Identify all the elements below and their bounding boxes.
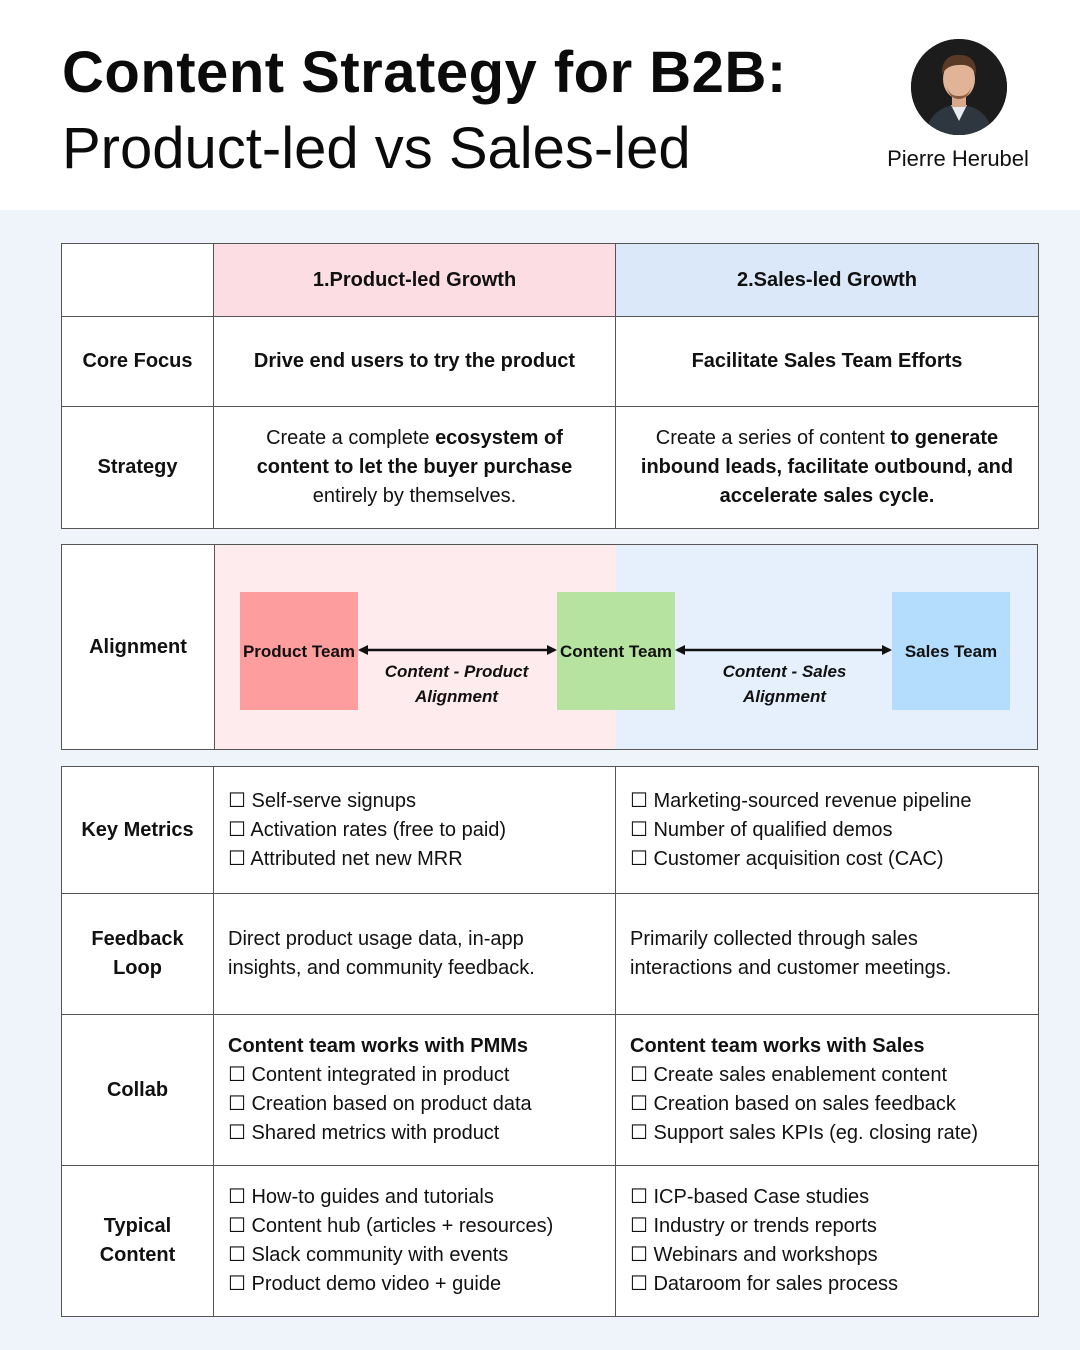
list-item: ☐ Creation based on product data: [228, 1093, 532, 1115]
author-name: Pierre Herubel: [887, 146, 1029, 171]
empty-corner-cell: [61, 243, 214, 317]
row-core-focus: Core Focus Drive end users to try the pr…: [61, 316, 1039, 407]
row-label-typical-content: Typical Content: [61, 1165, 214, 1317]
avatar: [911, 39, 1007, 135]
row-strategy: Strategy Create a complete ecosystem of …: [61, 406, 1039, 529]
content-product-alignment-label: Content - Product Alignment: [384, 662, 529, 706]
typical-content-product: ☐ How-to guides and tutorials ☐ Content …: [213, 1165, 616, 1317]
collab-product: Content team works with PMMs ☐ Content i…: [213, 1014, 616, 1166]
author-portrait-icon: [911, 39, 1007, 135]
strategy-sales-bold: to generate inbound leads, facilitate ou…: [640, 427, 1014, 507]
list-item: ☐ Marketing-sourced revenue pipeline: [630, 789, 972, 812]
list-item: ☐ Creation based on sales feedback: [630, 1093, 956, 1115]
content-sales-alignment-label: Content - Sales Alignment: [722, 662, 847, 706]
row-collab: Collab Content team works with PMMs ☐ Co…: [61, 1014, 1039, 1166]
row-label-collab: Collab: [61, 1014, 214, 1166]
list-item: ☐ Support sales KPIs (eg. closing rate): [630, 1122, 979, 1144]
strategy-product-pre: Create a complete: [266, 427, 436, 449]
alignment-section: Alignment Product Team Content Team Sale…: [61, 544, 1038, 750]
page-subtitle: Product-led vs Sales-led: [62, 116, 691, 181]
product-team-box: Product Team: [240, 592, 358, 710]
core-focus-product: Drive end users to try the product: [213, 316, 616, 407]
comparison-table-top: 1.Product-led Growth 2.Sales-led Growth …: [61, 243, 1039, 529]
row-label-core-focus: Core Focus: [61, 316, 214, 407]
list-item: ☐ Customer acquisition cost (CAC): [630, 847, 944, 870]
row-typical-content: Typical Content ☐ How-to guides and tuto…: [61, 1165, 1039, 1317]
list-item: ☐ Webinars and workshops: [630, 1244, 878, 1266]
content-team-box: Content Team: [557, 592, 675, 710]
list-item: ☐ Shared metrics with product: [228, 1122, 500, 1144]
key-metrics-label-text: Key Metrics: [81, 818, 194, 841]
strategy-product-bold: ecosystem of content to let the buyer pu…: [256, 427, 573, 478]
alignment-arrows: [358, 645, 892, 655]
list-item: ☐ Dataroom for sales process: [630, 1273, 899, 1295]
collab-product-heading: Content team works with PMMs: [228, 1035, 529, 1057]
row-label-key-metrics: Key Metrics: [61, 766, 214, 894]
list-item: ☐ Industry or trends reports: [630, 1215, 877, 1237]
page-title: Content Strategy for B2B:: [62, 40, 787, 105]
list-item: ☐ Activation rates (free to paid): [228, 818, 507, 841]
comparison-table-bottom: Key Metrics ☐ Self-serve signups ☐ Activ…: [61, 766, 1039, 1317]
sales-team-box: Sales Team: [892, 592, 1010, 710]
row-label-alignment: Alignment: [62, 545, 215, 749]
typical-content-sales: ☐ ICP-based Case studies ☐ Industry or t…: [615, 1165, 1039, 1317]
strategy-sales-pre: Create a series of content: [655, 427, 891, 449]
strategy-product-post: entirely by themselves.: [312, 485, 517, 507]
strategy-product: Create a complete ecosystem of content t…: [213, 406, 616, 529]
list-item: ☐ Slack community with events: [228, 1244, 509, 1266]
column-header-product-led: 1.Product-led Growth: [213, 243, 616, 317]
row-key-metrics: Key Metrics ☐ Self-serve signups ☐ Activ…: [61, 766, 1039, 894]
list-item: ☐ Product demo video + guide: [228, 1273, 502, 1295]
core-focus-sales: Facilitate Sales Team Efforts: [615, 316, 1039, 407]
list-item: ☐ Content hub (articles + resources): [228, 1215, 554, 1237]
header-row: 1.Product-led Growth 2.Sales-led Growth: [61, 243, 1039, 317]
key-metrics-product: ☐ Self-serve signups ☐ Activation rates …: [213, 766, 616, 894]
list-item: ☐ How-to guides and tutorials: [228, 1186, 494, 1208]
row-label-strategy: Strategy: [61, 406, 214, 529]
header: Content Strategy for B2B: Product-led vs…: [0, 0, 1080, 210]
column-header-sales-led: 2.Sales-led Growth: [615, 243, 1039, 317]
list-item: ☐ Self-serve signups: [228, 789, 417, 812]
row-label-feedback-loop: Feedback Loop: [61, 893, 214, 1015]
list-item: ☐ Attributed net new MRR: [228, 847, 463, 870]
collab-sales-heading: Content team works with Sales: [630, 1035, 925, 1057]
list-item: ☐ Number of qualified demos: [630, 818, 893, 841]
list-item: ☐ Content integrated in product: [228, 1064, 510, 1086]
key-metrics-sales: ☐ Marketing-sourced revenue pipeline ☐ N…: [615, 766, 1039, 894]
row-feedback-loop: Feedback Loop Direct product usage data,…: [61, 893, 1039, 1015]
feedback-loop-sales: Primarily collected through sales intera…: [615, 893, 1039, 1015]
feedback-loop-product: Direct product usage data, in-app insigh…: [213, 893, 616, 1015]
list-item: ☐ ICP-based Case studies: [630, 1186, 870, 1208]
list-item: ☐ Create sales enablement content: [630, 1064, 948, 1086]
strategy-sales: Create a series of content to generate i…: [615, 406, 1039, 529]
collab-sales: Content team works with Sales ☐ Create s…: [615, 1014, 1039, 1166]
